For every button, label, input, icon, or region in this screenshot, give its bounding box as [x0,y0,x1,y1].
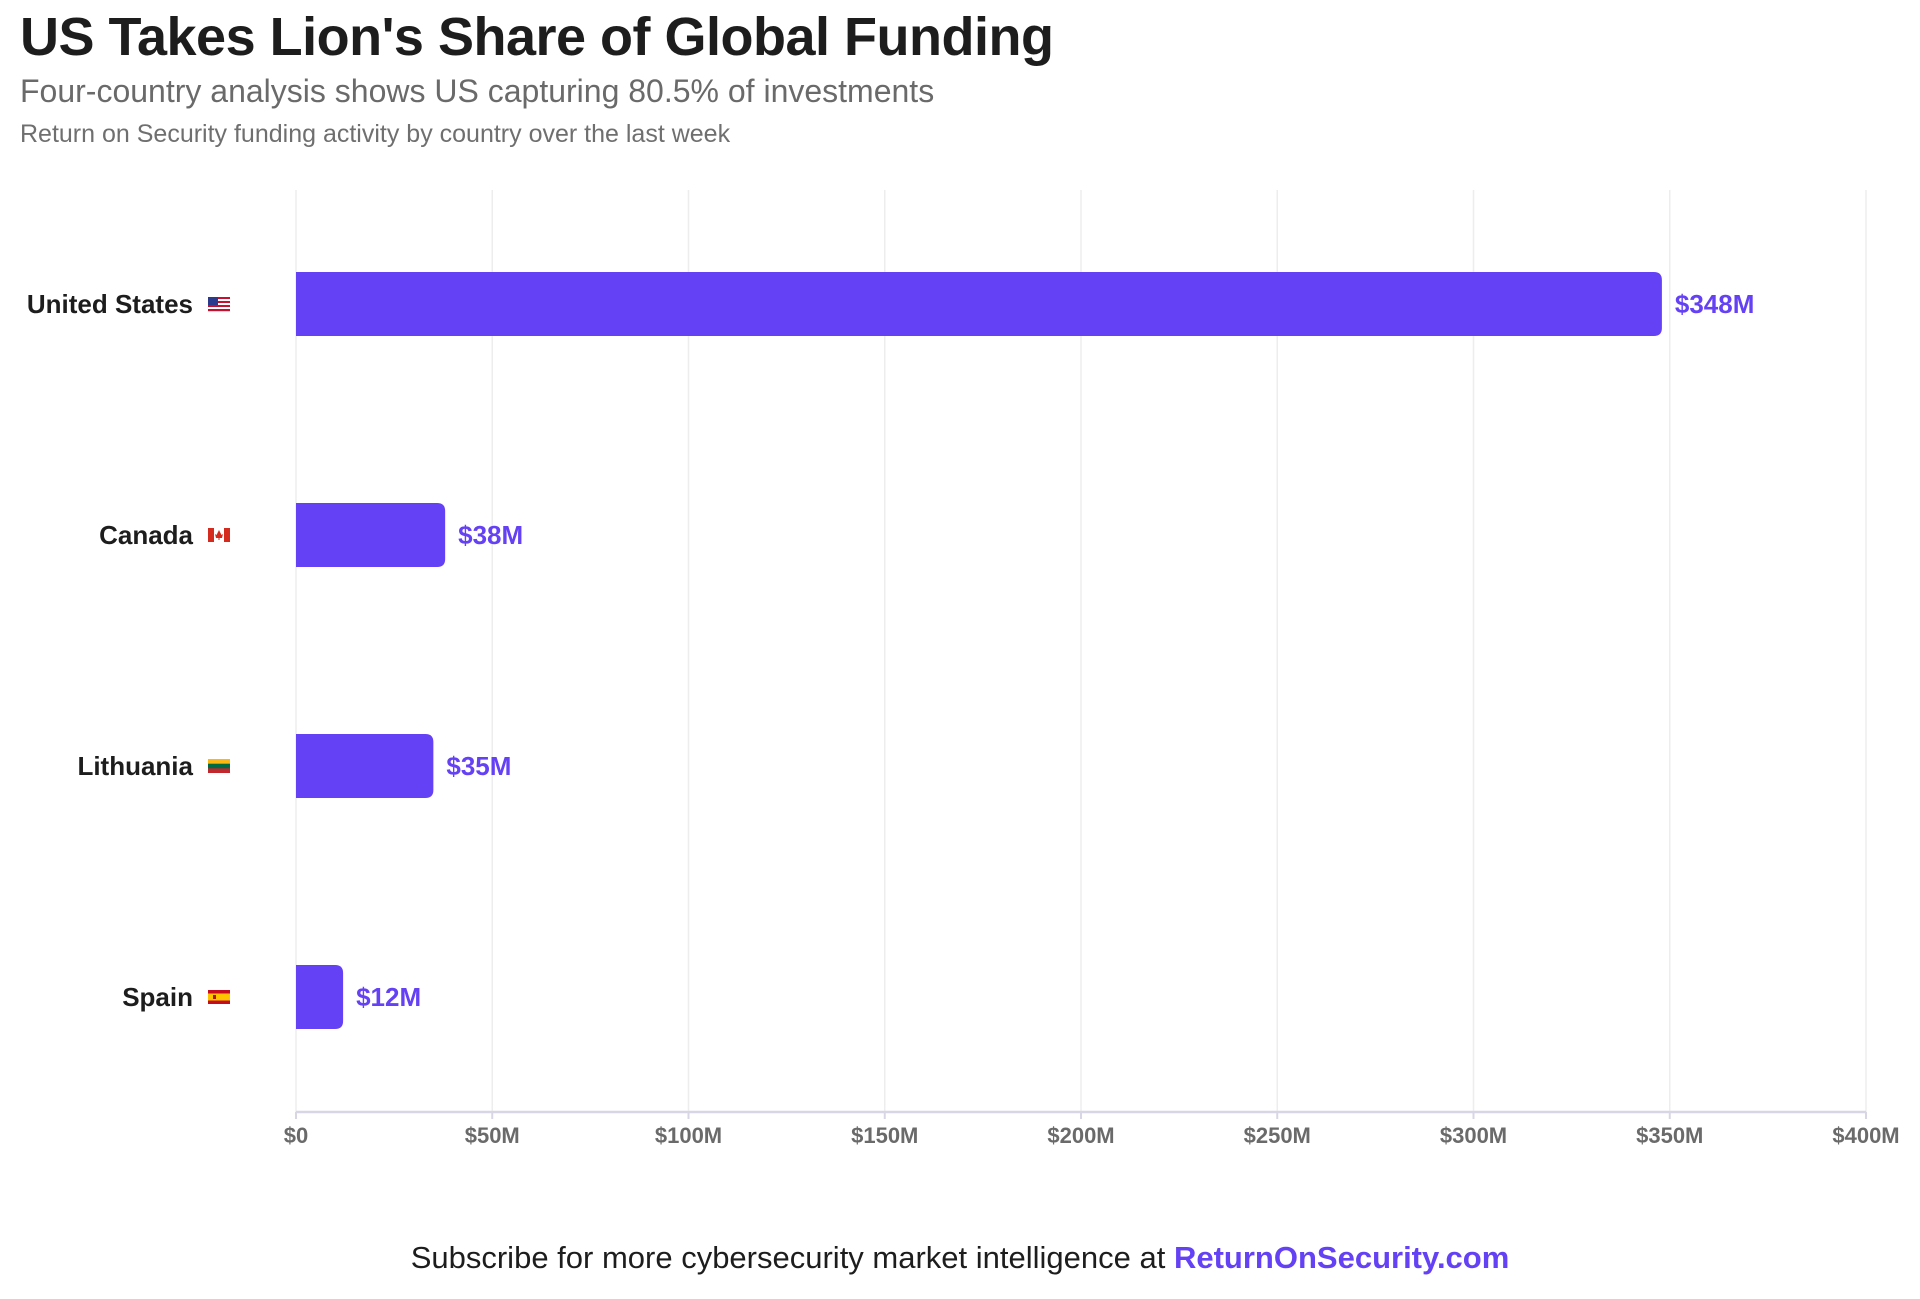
x-tick-label: $150M [851,1123,918,1148]
footer: Subscribe for more cybersecurity market … [0,1240,1920,1276]
bar[interactable] [296,734,434,798]
category-label: Canada [99,520,193,550]
bar-value-label: $348M [1675,289,1755,319]
bars: $348M $38M $35M $12M [296,272,1754,1029]
x-tick-label: $50M [465,1123,520,1148]
category-label: United States [27,289,193,319]
bar-value-label: $38M [458,520,523,550]
x-tick-label: $350M [1636,1123,1703,1148]
footer-text: Subscribe for more cybersecurity market … [410,1240,1174,1275]
category-label: Spain [122,982,193,1012]
category-label: Lithuania [77,751,193,781]
ca-flag-icon [208,528,230,542]
x-axis: $0 $50M $100M $150M $200M $250M $300M $350M $400… [284,1110,1900,1148]
es-flag-icon [208,990,230,1004]
x-tick-label: $300M [1440,1123,1507,1148]
x-tick-label: $100M [655,1123,722,1148]
bar[interactable] [296,503,446,567]
gridlines [295,190,1867,1112]
chart-subtitle: Four-country analysis shows US capturing… [20,73,935,109]
bar[interactable] [296,965,344,1029]
x-tick-label: $0 [284,1123,308,1148]
bar[interactable] [296,272,1662,336]
bar-value-label: $35M [446,751,511,781]
category-labels: United States Canada Lithuania Spain [27,289,230,1012]
bar-value-label: $12M [356,982,421,1012]
chart-description: Return on Security funding activity by c… [20,120,731,148]
bar-chart: $0 $50M $100M $150M $200M $250M $300M $350M $400… [27,190,1900,1148]
x-tick-label: $250M [1244,1123,1311,1148]
x-tick-label: $400M [1832,1123,1899,1148]
x-tick-label: $200M [1047,1123,1114,1148]
lt-flag-icon [208,759,230,773]
footer-link[interactable]: ReturnOnSecurity.com [1173,1240,1510,1275]
us-flag-icon [208,297,230,312]
chart-title: US Takes Lion's Share of Global Funding [20,7,1054,67]
